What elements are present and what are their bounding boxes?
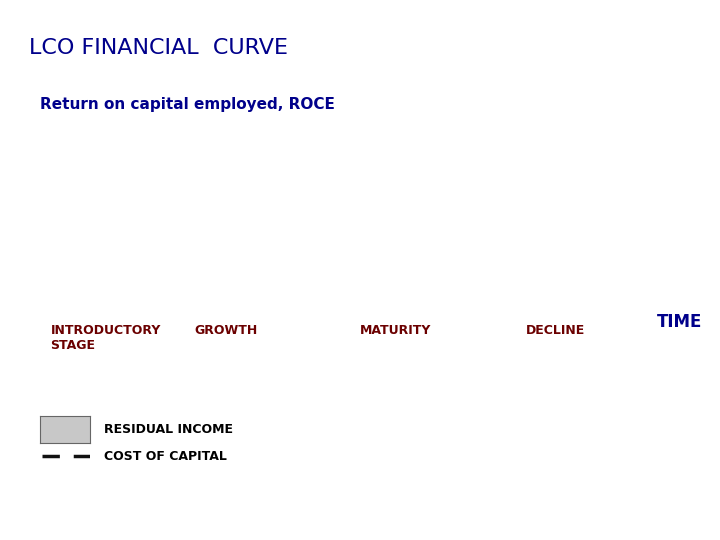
Text: LCO FINANCIAL  CURVE: LCO FINANCIAL CURVE bbox=[29, 38, 288, 58]
Text: TIME: TIME bbox=[657, 313, 702, 331]
Text: DECLINE: DECLINE bbox=[526, 324, 585, 337]
Text: MATURITY: MATURITY bbox=[360, 324, 431, 337]
Text: INTRODUCTORY
STAGE: INTRODUCTORY STAGE bbox=[50, 324, 161, 352]
Text: COST OF CAPITAL: COST OF CAPITAL bbox=[104, 450, 228, 463]
Text: Return on capital employed, ROCE: Return on capital employed, ROCE bbox=[40, 97, 335, 112]
Text: GROWTH: GROWTH bbox=[194, 324, 258, 337]
Text: RESIDUAL INCOME: RESIDUAL INCOME bbox=[104, 423, 233, 436]
